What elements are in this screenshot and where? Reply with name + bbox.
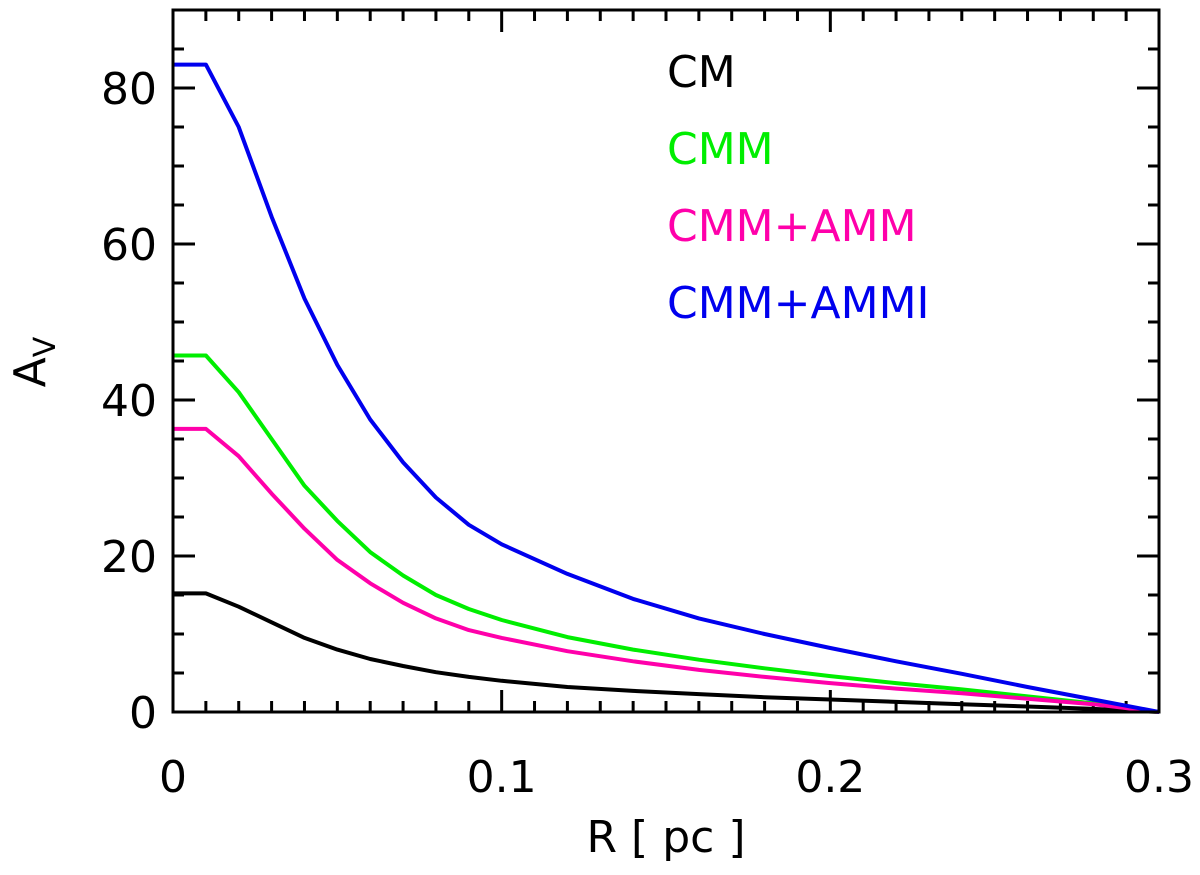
x-tick-label: 0.1 bbox=[467, 752, 537, 803]
y-tick-label: 0 bbox=[129, 688, 157, 739]
legend-label-cm: CM bbox=[667, 47, 736, 98]
x-axis-title: R [ pc ] bbox=[587, 812, 746, 863]
legend-label-cmm-plus-ammi: CMM+AMMI bbox=[667, 278, 930, 329]
legend-label-cmm: CMM bbox=[667, 124, 774, 175]
svg-text:AV: AV bbox=[5, 336, 63, 387]
series-line-cmm-plus-amm bbox=[173, 426, 1160, 714]
x-tick-label: 0 bbox=[159, 752, 187, 803]
y-axis-title-main: A bbox=[5, 357, 56, 387]
series-line-cm bbox=[173, 591, 1160, 714]
x-tick-label: 0.2 bbox=[795, 752, 865, 803]
legend: CM CMM CMM+AMM CMM+AMMI bbox=[667, 47, 930, 329]
y-axis-title: AV bbox=[5, 336, 63, 387]
series-line-cmm bbox=[173, 353, 1160, 714]
labels-layer: 0 0.1 0.2 0.3 0 20 40 60 80 bbox=[101, 64, 1194, 803]
y-axis-title-subscript: V bbox=[28, 336, 63, 357]
y-tick-label: 80 bbox=[101, 64, 157, 115]
x-tick-label: 0.3 bbox=[1124, 752, 1194, 803]
series-line-cmm-plus-ammi bbox=[173, 62, 1160, 714]
plot-frame bbox=[171, 8, 1161, 714]
series-layer bbox=[173, 62, 1160, 714]
y-tick-label: 20 bbox=[101, 532, 157, 583]
y-tick-label: 60 bbox=[101, 220, 157, 271]
y-tick-label: 40 bbox=[101, 376, 157, 427]
legend-label-cmm-plus-amm: CMM+AMM bbox=[667, 201, 917, 252]
